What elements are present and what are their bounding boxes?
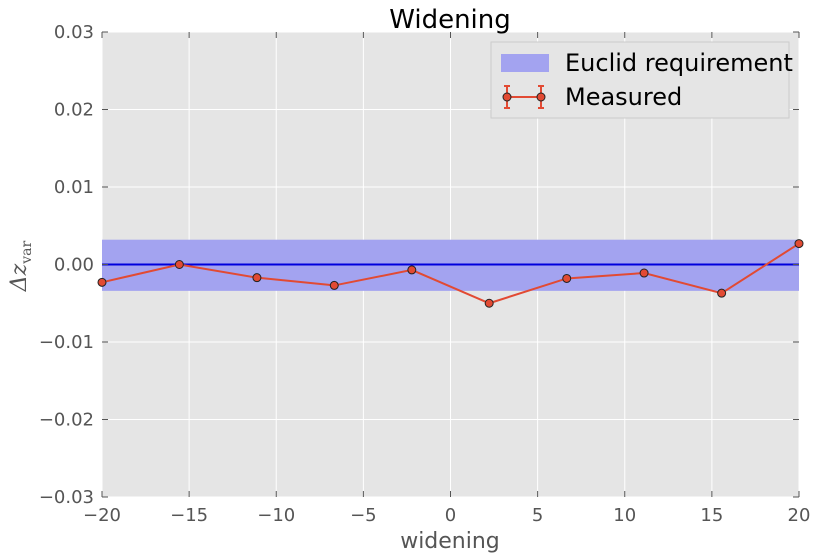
legend-swatch-euclid-requirement — [501, 54, 549, 72]
x-tick-label-1: −15 — [170, 505, 208, 526]
x-tick-label-5: 5 — [532, 505, 543, 526]
y-tick-label-5: 0.02 — [54, 100, 94, 121]
legend-measured-marker-1 — [536, 92, 546, 102]
ticks-layer: −20 −15 −10 −5 0 5 10 15 20 −0.03 −0.02 −0.01 0.00 0.… — [39, 22, 811, 526]
y-tick-label-6: 0.03 — [54, 22, 94, 43]
y-axis-label-subscript: var — [19, 240, 35, 264]
x-tick-label-3: −5 — [350, 505, 377, 526]
data-point-0 — [97, 277, 107, 287]
legend-measured-marker-0 — [502, 92, 512, 102]
x-tick-label-7: 15 — [700, 505, 723, 526]
x-axis-label: widening — [400, 529, 500, 554]
y-axis-label: Δzvar — [7, 240, 35, 292]
legend-label-euclid-requirement: Euclid requirement — [565, 49, 793, 77]
series-line-measured — [101, 242, 800, 305]
x-tick-label-4: 0 — [445, 505, 456, 526]
y-tick-label-0: −0.03 — [39, 487, 94, 508]
x-tick-label-0: −20 — [83, 505, 121, 526]
y-tick-label-1: −0.02 — [39, 410, 94, 431]
data-point-1 — [174, 260, 184, 269]
x-tick-label-8: 20 — [788, 505, 811, 526]
x-tick-label-2: −10 — [257, 505, 295, 526]
data-point-7 — [639, 268, 649, 278]
data-point-4 — [407, 265, 417, 275]
data-point-5 — [484, 298, 494, 308]
data-point-9 — [794, 239, 804, 249]
legend-label-measured: Measured — [565, 83, 682, 111]
legend-swatch-measured — [502, 85, 546, 109]
y-tick-label-3: 0.00 — [54, 255, 94, 276]
data-point-2 — [252, 273, 262, 283]
data-point-3 — [329, 280, 339, 290]
data-point-8 — [717, 288, 727, 298]
y-axis-label-main: Δz — [7, 263, 32, 292]
x-tick-label-6: 10 — [613, 505, 636, 526]
series-layer — [97, 239, 804, 308]
legend: Euclid requirement Measured — [490, 41, 793, 119]
y-tick-label-2: −0.01 — [39, 332, 94, 353]
y-tick-label-4: 0.01 — [54, 177, 94, 198]
chart-title: Widening — [389, 5, 511, 35]
data-point-6 — [562, 273, 572, 283]
